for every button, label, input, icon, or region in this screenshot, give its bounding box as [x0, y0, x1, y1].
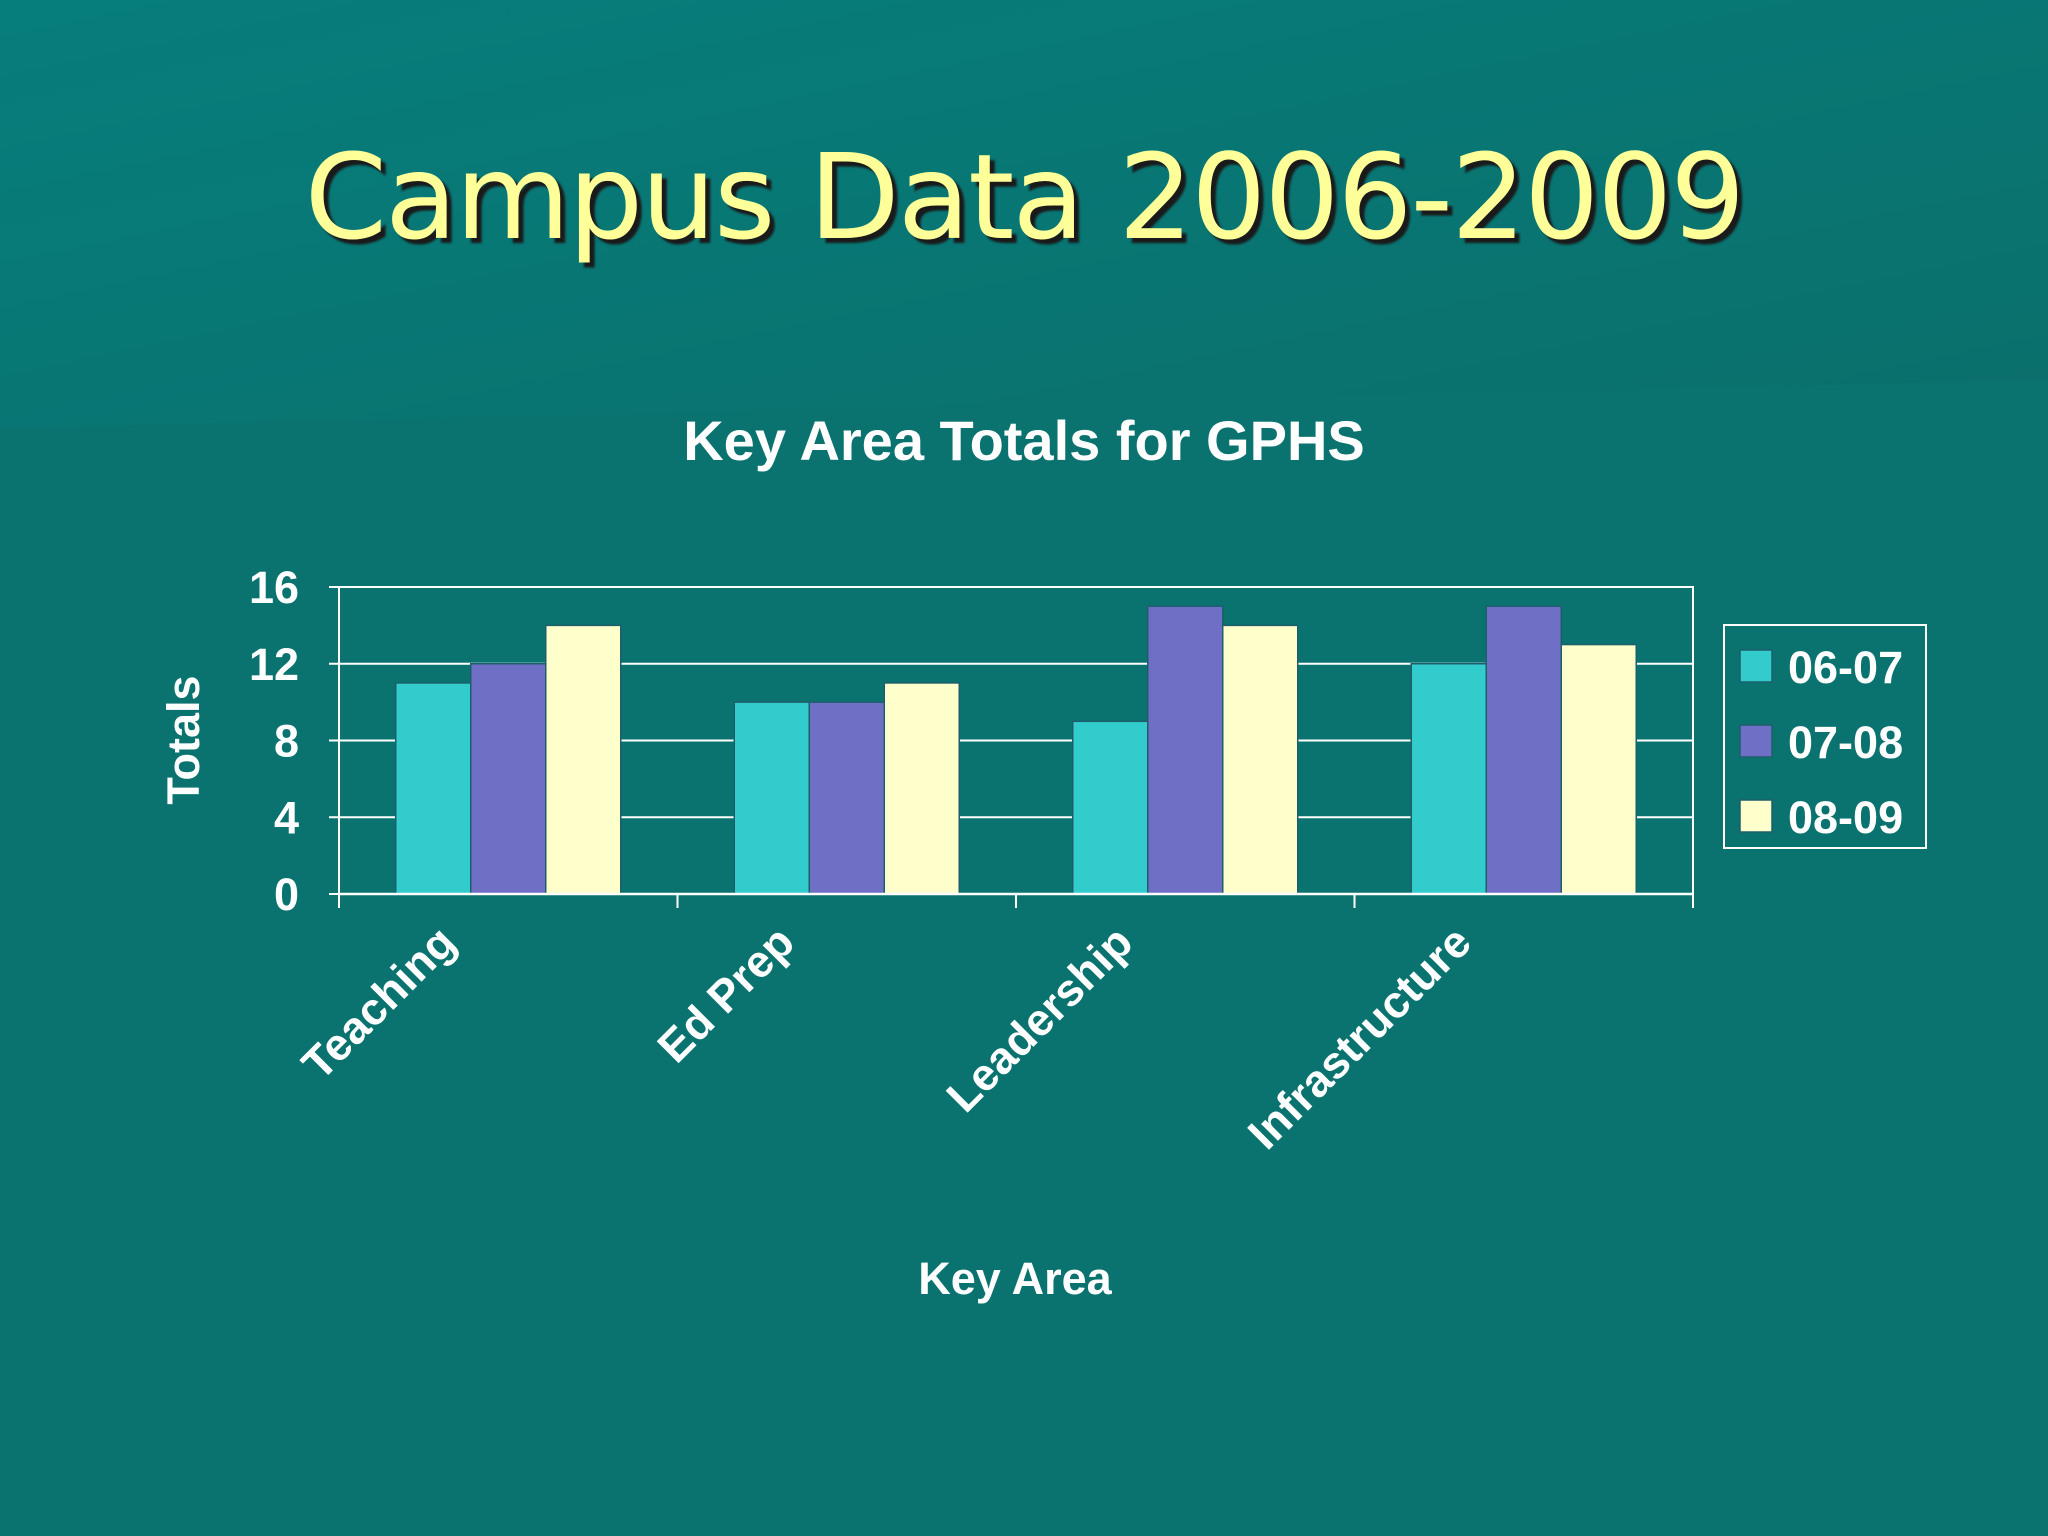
legend-label: 06-07: [1788, 642, 1903, 693]
x-tick-label: Ed Prep: [648, 916, 804, 1072]
bar: [470, 663, 547, 895]
bar: [395, 682, 472, 895]
bar: [1560, 643, 1637, 895]
y-tick-label: 8: [274, 716, 299, 767]
y-tick-label: 4: [274, 792, 299, 843]
legend-swatch: [1739, 649, 1773, 683]
bar: [883, 682, 960, 895]
x-tick-label: Leadership: [936, 916, 1142, 1122]
bar: [545, 624, 622, 895]
slide-title: Campus Data 2006-2009: [304, 128, 1746, 266]
legend: 06-07 07-08 08-09: [1723, 624, 1927, 849]
chart-title: Key Area Totals for GPHS: [683, 409, 1365, 472]
y-tick-label: 16: [249, 562, 299, 613]
bar: [1147, 605, 1224, 895]
bar: [1222, 624, 1299, 895]
y-tick-label: 0: [274, 869, 299, 920]
bar: [733, 701, 810, 895]
bar: [1485, 605, 1562, 895]
y-tick-label: 12: [249, 639, 299, 690]
legend-label: 07-08: [1788, 717, 1903, 768]
legend-label: 08-09: [1788, 792, 1903, 843]
x-tick-label: Teaching: [292, 916, 465, 1089]
legend-box: [1723, 624, 1927, 849]
legend-swatch: [1739, 724, 1773, 758]
plot-area: 0 4 8 12 16 Teaching Ed Prep Leadership Infrastr…: [249, 562, 1694, 1159]
x-axis-label: Key Area: [918, 1253, 1112, 1304]
bar: [808, 701, 885, 895]
legend-swatch: [1739, 799, 1773, 833]
bar: [1410, 663, 1487, 895]
y-axis-label: Totals: [158, 675, 209, 804]
x-tick-label: Infrastructure: [1238, 916, 1481, 1159]
bar: [1072, 720, 1149, 895]
